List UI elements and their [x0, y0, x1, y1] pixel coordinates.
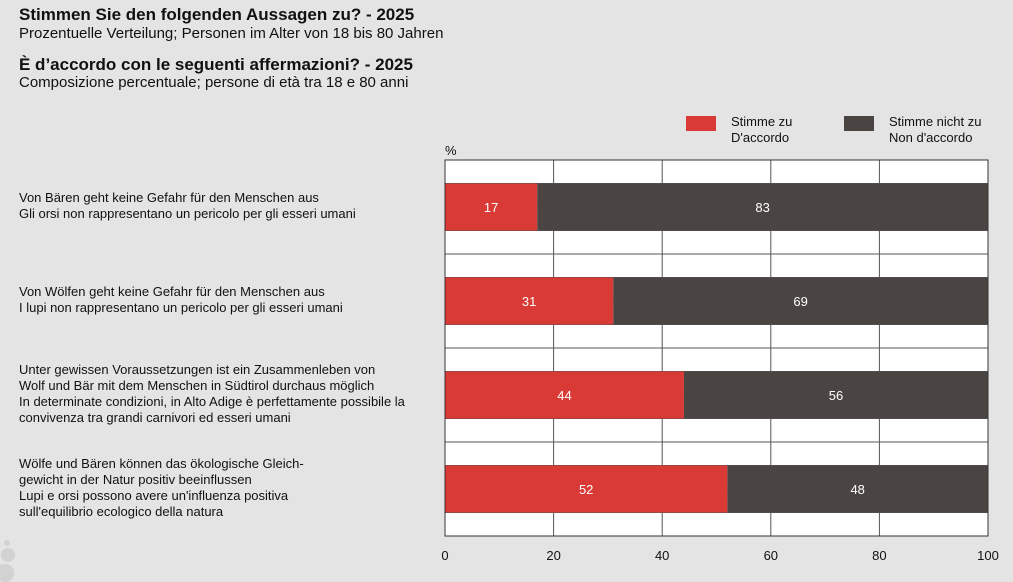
- x-tick-label: 20: [546, 548, 560, 563]
- legend-label-agree-it: D'accordo: [731, 130, 790, 145]
- data-label: 17: [484, 200, 498, 215]
- category-label-4: Wölfe und Bären können das ökologische G…: [19, 456, 304, 519]
- data-label: 83: [755, 200, 769, 215]
- data-label: 56: [829, 388, 843, 403]
- decorative-dot: [0, 564, 14, 582]
- data-label: 48: [850, 482, 864, 497]
- decorative-dot: [1, 548, 15, 562]
- bar-agree-4: [445, 465, 728, 513]
- bar-disagree-3: [683, 371, 988, 419]
- legend-label-disagree-de: Stimme nicht zu: [889, 114, 982, 129]
- legend-label-agree-de: Stimme zu: [731, 114, 793, 129]
- bar-disagree-4: [727, 465, 988, 513]
- bar-agree-2: [445, 277, 614, 325]
- data-label: 44: [557, 388, 571, 403]
- x-tick-label: 40: [655, 548, 669, 563]
- bar-disagree-2: [613, 277, 988, 325]
- x-tick-label: 100: [977, 548, 999, 563]
- decorative-dot: [4, 540, 10, 546]
- unit-label: %: [445, 143, 457, 158]
- x-tick-label: 0: [441, 548, 448, 563]
- plot-border: [444, 159, 989, 537]
- data-label: 69: [793, 294, 807, 309]
- category-label-2: Von Wölfen geht keine Gefahr für den Men…: [19, 284, 343, 315]
- bar-disagree-1: [537, 183, 988, 231]
- bar-agree-3: [445, 371, 684, 419]
- data-label: 52: [579, 482, 593, 497]
- category-label-1: Von Bären geht keine Gefahr für den Mens…: [19, 190, 356, 221]
- chart-subtitle-it: Composizione percentuale; persone di età…: [19, 74, 409, 91]
- bar-agree-1: [445, 183, 538, 231]
- chart-title-de: Stimmen Sie den folgenden Aussagen zu? -…: [19, 5, 415, 24]
- x-tick-label: 60: [764, 548, 778, 563]
- x-tick-label: 80: [872, 548, 886, 563]
- legend-swatch-disagree: [844, 116, 874, 131]
- category-label-3: Unter gewissen Voraussetzungen ist ein Z…: [19, 362, 405, 425]
- data-label: 31: [522, 294, 536, 309]
- chart-title-it: È d’accordo con le seguenti affermazioni…: [19, 55, 413, 74]
- legend-swatch-agree: [686, 116, 716, 131]
- legend-label-disagree-it: Non d'accordo: [889, 130, 973, 145]
- chart-subtitle-de: Prozentuelle Verteilung; Personen im Alt…: [19, 25, 444, 42]
